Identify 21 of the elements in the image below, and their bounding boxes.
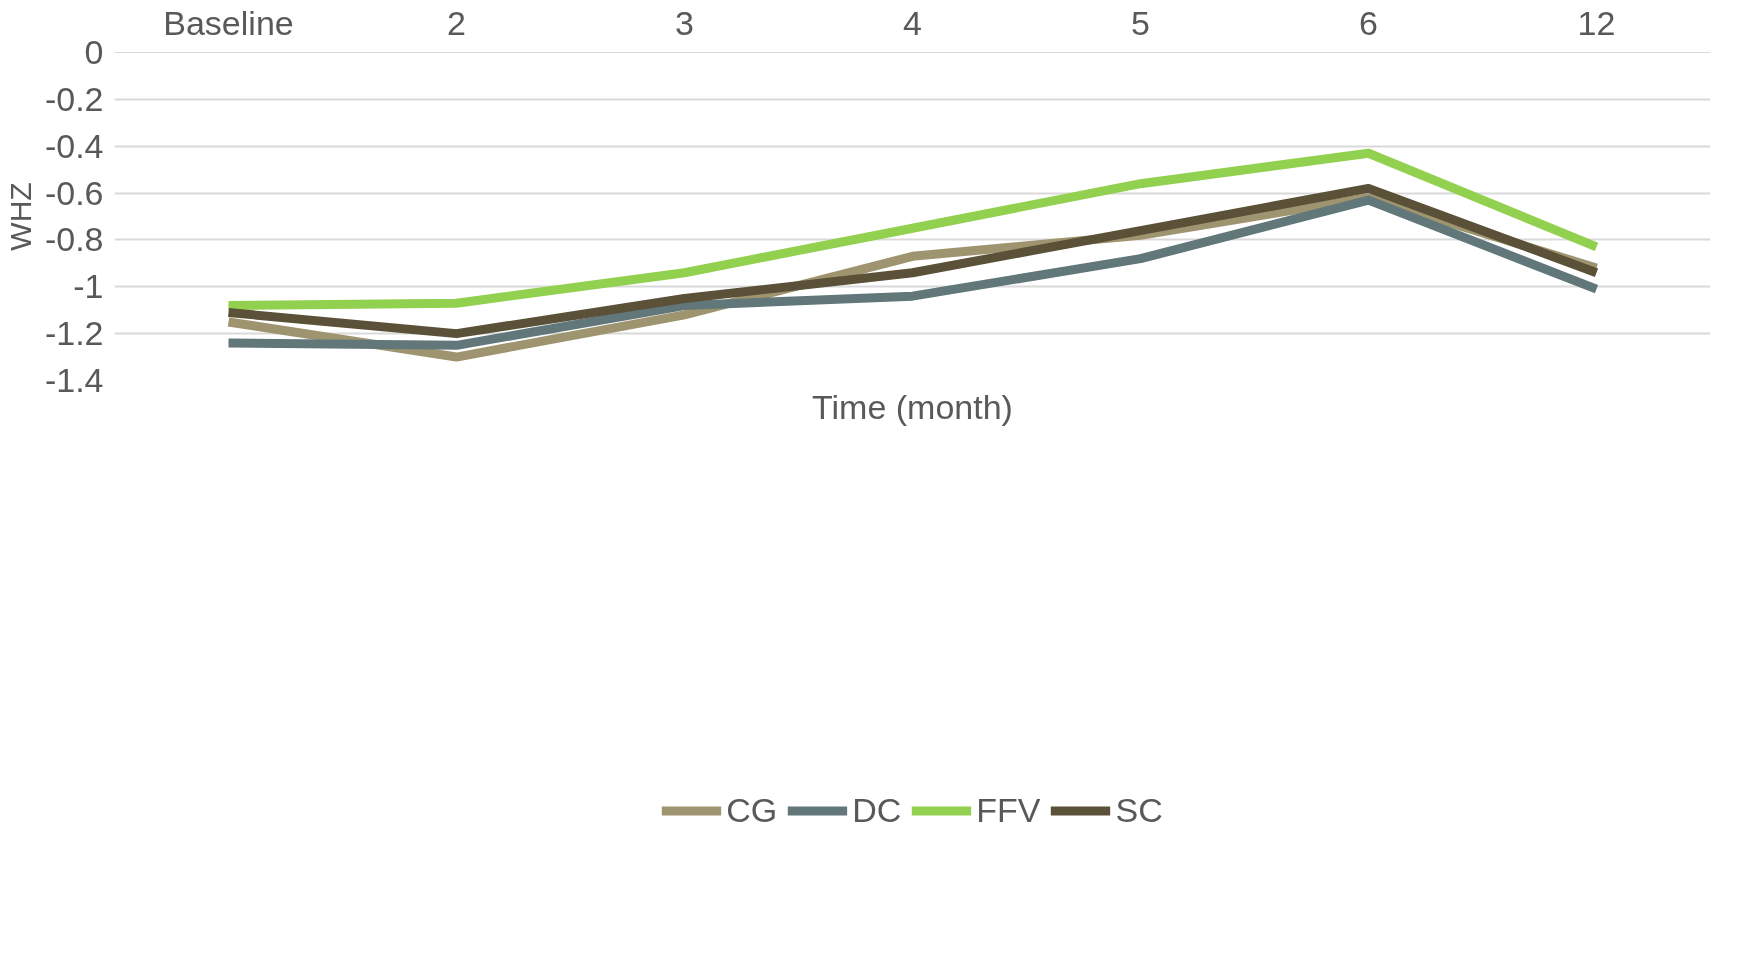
x-tick-label: Baseline <box>163 3 294 42</box>
legend-label: CG <box>726 790 778 830</box>
legend-label: FFV <box>976 790 1041 830</box>
x-tick-label: 12 <box>1577 3 1616 42</box>
x-tick-label: 6 <box>1359 3 1378 42</box>
y-tick-label: -1.2 <box>44 314 104 353</box>
x-tick-label: 4 <box>903 3 922 42</box>
x-tick-label: 3 <box>675 3 694 42</box>
x-tick-label: 2 <box>447 3 466 42</box>
x-axis-title: Time (month) <box>812 387 1013 426</box>
y-tick-label: -0.4 <box>44 126 104 165</box>
legend-label: DC <box>852 790 902 830</box>
y-tick-label: 0 <box>84 33 104 71</box>
y-axis-title: WHZ <box>3 182 37 251</box>
y-tick-label: -1.4 <box>44 361 104 399</box>
y-tick-label: -0.2 <box>44 79 104 118</box>
legend-label: SC <box>1115 790 1163 830</box>
y-tick-label: -0.8 <box>44 220 104 259</box>
y-tick-label: -0.6 <box>44 173 104 212</box>
x-tick-label: 5 <box>1131 3 1150 42</box>
y-tick-label: -1 <box>73 267 104 306</box>
